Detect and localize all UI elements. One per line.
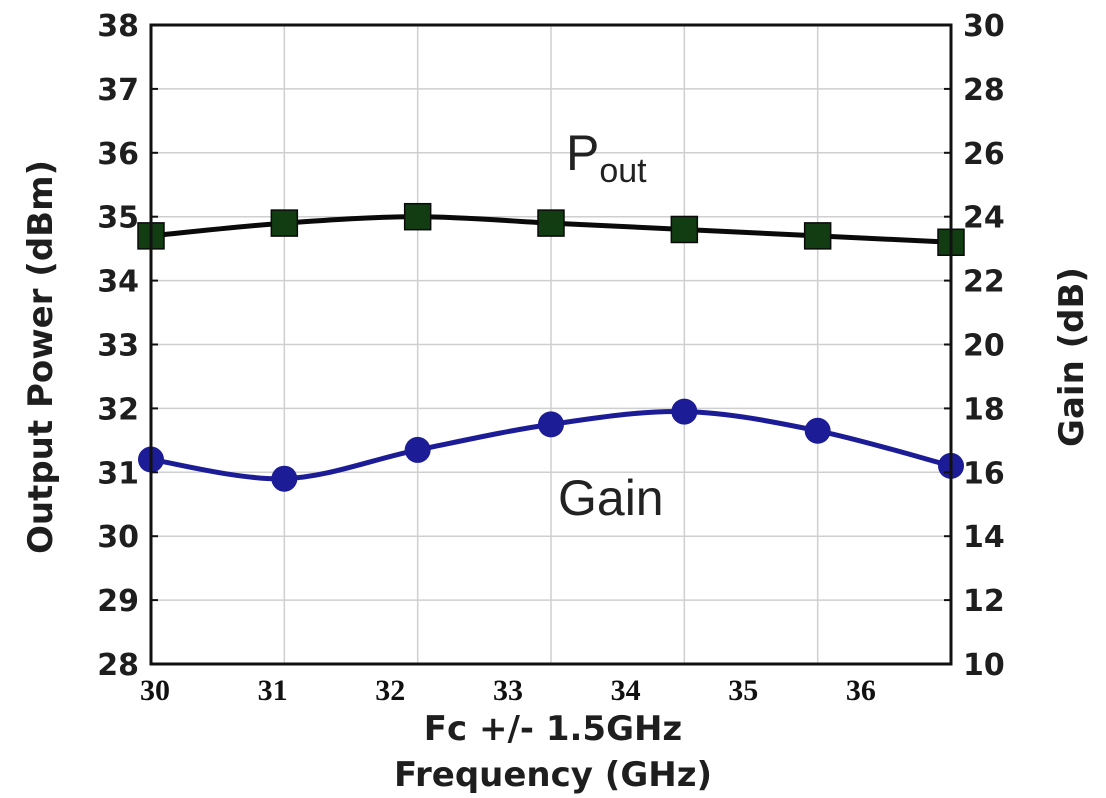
x-tick-label: 32 — [375, 674, 405, 707]
x-ticks: 30 31 32 33 34 35 36 — [140, 674, 876, 707]
y-tick-label-left: 36 — [97, 137, 139, 172]
y-tick-label-right: 16 — [963, 456, 1005, 491]
y-tick-label-right: 26 — [963, 137, 1005, 172]
y-ticks-right: 10 12 14 16 18 20 22 24 26 28 30 — [944, 9, 1005, 683]
y-tick-label-right: 24 — [963, 201, 1005, 236]
x-tick-label: 31 — [258, 674, 288, 707]
series-label-pout-main: P — [566, 125, 599, 181]
data-point-gain — [271, 465, 298, 492]
y-tick-label-right: 30 — [963, 9, 1005, 44]
data-point-pout — [270, 209, 299, 237]
data-point-gain — [804, 417, 831, 444]
x-axis-label-line1: Fc +/- 1.5GHz — [424, 709, 682, 749]
series-label-pout-sub: out — [599, 152, 647, 190]
x-tick-label: 33 — [493, 674, 523, 707]
y-tick-label-left: 30 — [97, 520, 139, 555]
y-tick-label-left: 35 — [97, 201, 139, 236]
y-tick-label-left: 31 — [97, 456, 139, 491]
y-tick-label-right: 28 — [963, 73, 1005, 108]
y-tick-label-right: 12 — [963, 584, 1005, 619]
y-axis-label-right: Gain (dB) — [1052, 267, 1092, 447]
y-tick-label-right: 14 — [963, 520, 1005, 555]
x-tick-label: 34 — [611, 674, 641, 707]
grid-lines — [150, 24, 952, 665]
x-tick-label: 36 — [846, 674, 876, 707]
y-tick-label-left: 28 — [97, 648, 139, 683]
y-tick-label-left: 29 — [97, 584, 139, 619]
y-tick-label-right: 20 — [963, 329, 1005, 364]
y-axis-label-left: Output Power (dBm) — [21, 160, 61, 554]
data-point-gain — [404, 436, 431, 463]
y-tick-label-left: 38 — [97, 9, 139, 44]
series-label-pout: Pout — [566, 125, 647, 190]
y-tick-label-left: 34 — [97, 265, 139, 300]
y-tick-label-right: 22 — [963, 265, 1005, 300]
data-point-pout — [403, 202, 432, 231]
data-point-gain — [538, 411, 564, 438]
y-tick-label-right: 18 — [963, 392, 1005, 427]
data-point-pout — [537, 209, 565, 237]
data-point-pout — [803, 222, 832, 250]
y-tick-label-left: 33 — [97, 329, 139, 364]
x-tick-label: 35 — [728, 674, 758, 707]
series-label-gain: Gain — [558, 470, 664, 526]
x-axis-label-line2: Frequency (GHz) — [394, 755, 712, 795]
y-tick-label-left: 37 — [97, 73, 139, 108]
data-point-pout — [670, 215, 699, 244]
x-tick-label: 30 — [140, 674, 170, 707]
y-tick-label-left: 32 — [97, 392, 139, 427]
y-tick-label-right: 10 — [963, 648, 1005, 683]
data-point-gain — [671, 398, 698, 425]
y-ticks-left: 28 29 30 31 32 33 34 35 36 37 38 — [97, 9, 158, 683]
